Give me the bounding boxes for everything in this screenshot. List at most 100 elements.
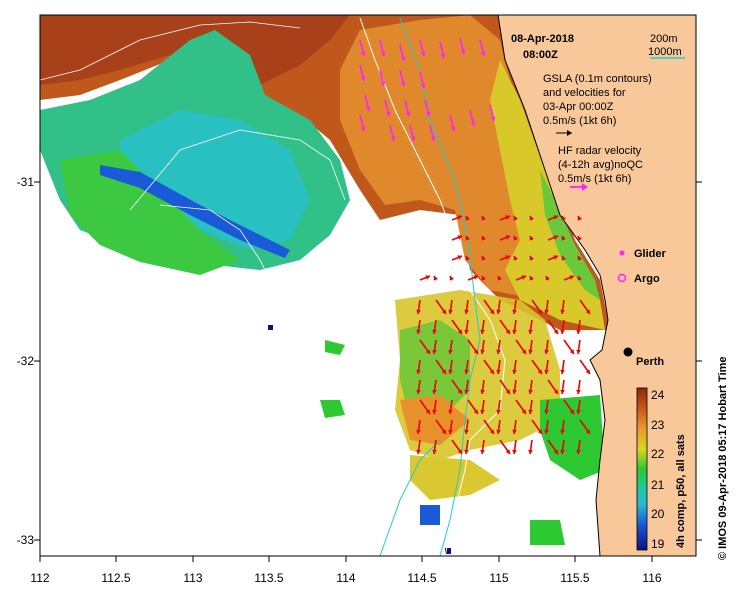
hf-line: 0.5m/s (1kt 6h) [558,173,631,185]
hf-arrow-head [480,389,485,394]
colorbar-title: 4h comp, p50, all sats [675,434,687,548]
hf-arrow-head [441,309,446,314]
hf-arrow-head [416,369,421,374]
sst-scatter-1 [320,400,345,418]
hf-arrow-head [544,309,549,314]
hf-arrow-head [585,309,590,314]
gsla-legend: GSLA (0.1m contours) and velocities for … [543,73,652,136]
sst-scatter-4 [420,505,440,525]
hf-arrow-head [553,235,558,240]
hf-arrow-head [537,429,542,434]
hf-arrow-head [553,389,558,394]
hf-arrow-head [505,255,510,260]
hf-arrow-head [432,349,437,354]
hf-arrow-head [449,276,454,281]
hf-arrow-head [480,449,485,454]
hf-scale-arrowhead [582,183,588,191]
hf-arrow-head [497,276,502,281]
hf-arrow-head [496,429,501,434]
hf-arrow-head [481,216,486,221]
lon-tick-label: 113 [183,571,202,585]
coastline [497,15,609,556]
hf-arrow-head [448,429,453,434]
gsla-arrow-head [385,111,391,116]
hf-arrow-head [480,329,485,334]
sst-green-coast [540,170,600,300]
hf-arrow-head [553,449,558,454]
hf-arrow-head [496,409,501,414]
sst-coast-patches-2 [410,455,500,500]
hf-arrow-head [576,349,581,354]
gsla-arrow-head [425,111,431,116]
lat-tick-label: -31 [17,175,35,189]
hf-arrow-head [465,236,470,241]
hf-arrow-head [505,329,510,334]
hf-arrow-head [528,349,533,354]
sst-scatter-6 [268,325,273,330]
hf-arrow-head [561,236,566,241]
gsla-arrow-head [360,51,366,56]
hf-arrow-head [464,329,469,334]
hf-arrow-head [537,369,542,374]
hf-arrow-head [529,236,534,241]
map-title: 08-Apr-2018 08:00Z [511,33,574,61]
sst-scatter-5 [445,548,451,554]
gsla-arrow-head [365,106,371,111]
colorbar: 24 23 22 21 20 19 4h comp, p50, all sats [636,387,687,551]
lon-tick-label: 112 [30,571,49,585]
glider-label: Glider [634,248,667,260]
lon-tick-label: 114.5 [407,571,436,585]
hf-arrow-head [464,309,469,314]
hf-arrow-head [473,349,478,354]
hf-line: (4-12h avg)noQC [558,159,643,171]
sst-south-green [400,320,470,420]
hf-arrow-head [416,389,421,394]
hf-arrow-head [448,309,453,314]
hf-arrow-head [416,329,421,334]
argo-label: Argo [634,273,660,285]
hf-arrow-head [521,349,526,354]
lon-tick-label: 112.5 [101,571,130,585]
hf-arrow-head [560,389,565,394]
hf-arrow-head [441,369,446,374]
perth-marker: Perth [623,347,664,368]
hf-arrow-head [569,409,574,414]
hf-arrow-head [576,389,581,394]
bathymetry-legend: 200m 1000m [648,33,685,59]
hf-arrow-head [457,215,462,220]
colorbar-tick: 21 [651,478,665,492]
gsla-arrow-head [420,83,426,88]
sst-scatter-2 [325,340,345,355]
gsla-arrow-head [460,49,466,54]
colorbar-tick: 22 [651,447,665,461]
hf-arrow-head [448,369,453,374]
gsla-velocity-arrows [359,37,496,142]
hf-arrow-head [457,329,462,334]
hf-arrow-head [464,389,469,394]
hf-radar-arrows [416,215,591,455]
hf-arrow-head [528,329,533,334]
hf-arrow-head [464,369,469,374]
hf-arrow-head [496,369,501,374]
hf-arrow-head [512,429,517,434]
gsla-arrow-head [470,121,476,126]
hf-arrow-head [561,256,566,261]
hf-arrow-head [553,255,558,260]
time-label: 08:00Z [523,49,558,61]
hf-arrow-head [480,409,485,414]
perth-label: Perth [636,356,664,368]
gsla-arrow-head [380,51,386,56]
gsla-contour-1 [40,21,301,81]
lon-tick-label: 115.5 [560,571,589,585]
hf-arrow-head [496,309,501,314]
hf-arrow-head [560,449,565,454]
gsla-arrow-head [400,56,406,61]
hf-arrow-head [425,409,430,414]
hf-arrow-head [544,409,549,414]
hf-arrow-head [464,429,469,434]
hf-arrow-head [528,409,533,414]
gsla-arrow-head [440,53,446,58]
gsla-arrow-head [450,126,456,131]
gsla-line: 03-Apr 00:00Z [543,101,614,113]
hf-arrow-head [433,276,438,281]
